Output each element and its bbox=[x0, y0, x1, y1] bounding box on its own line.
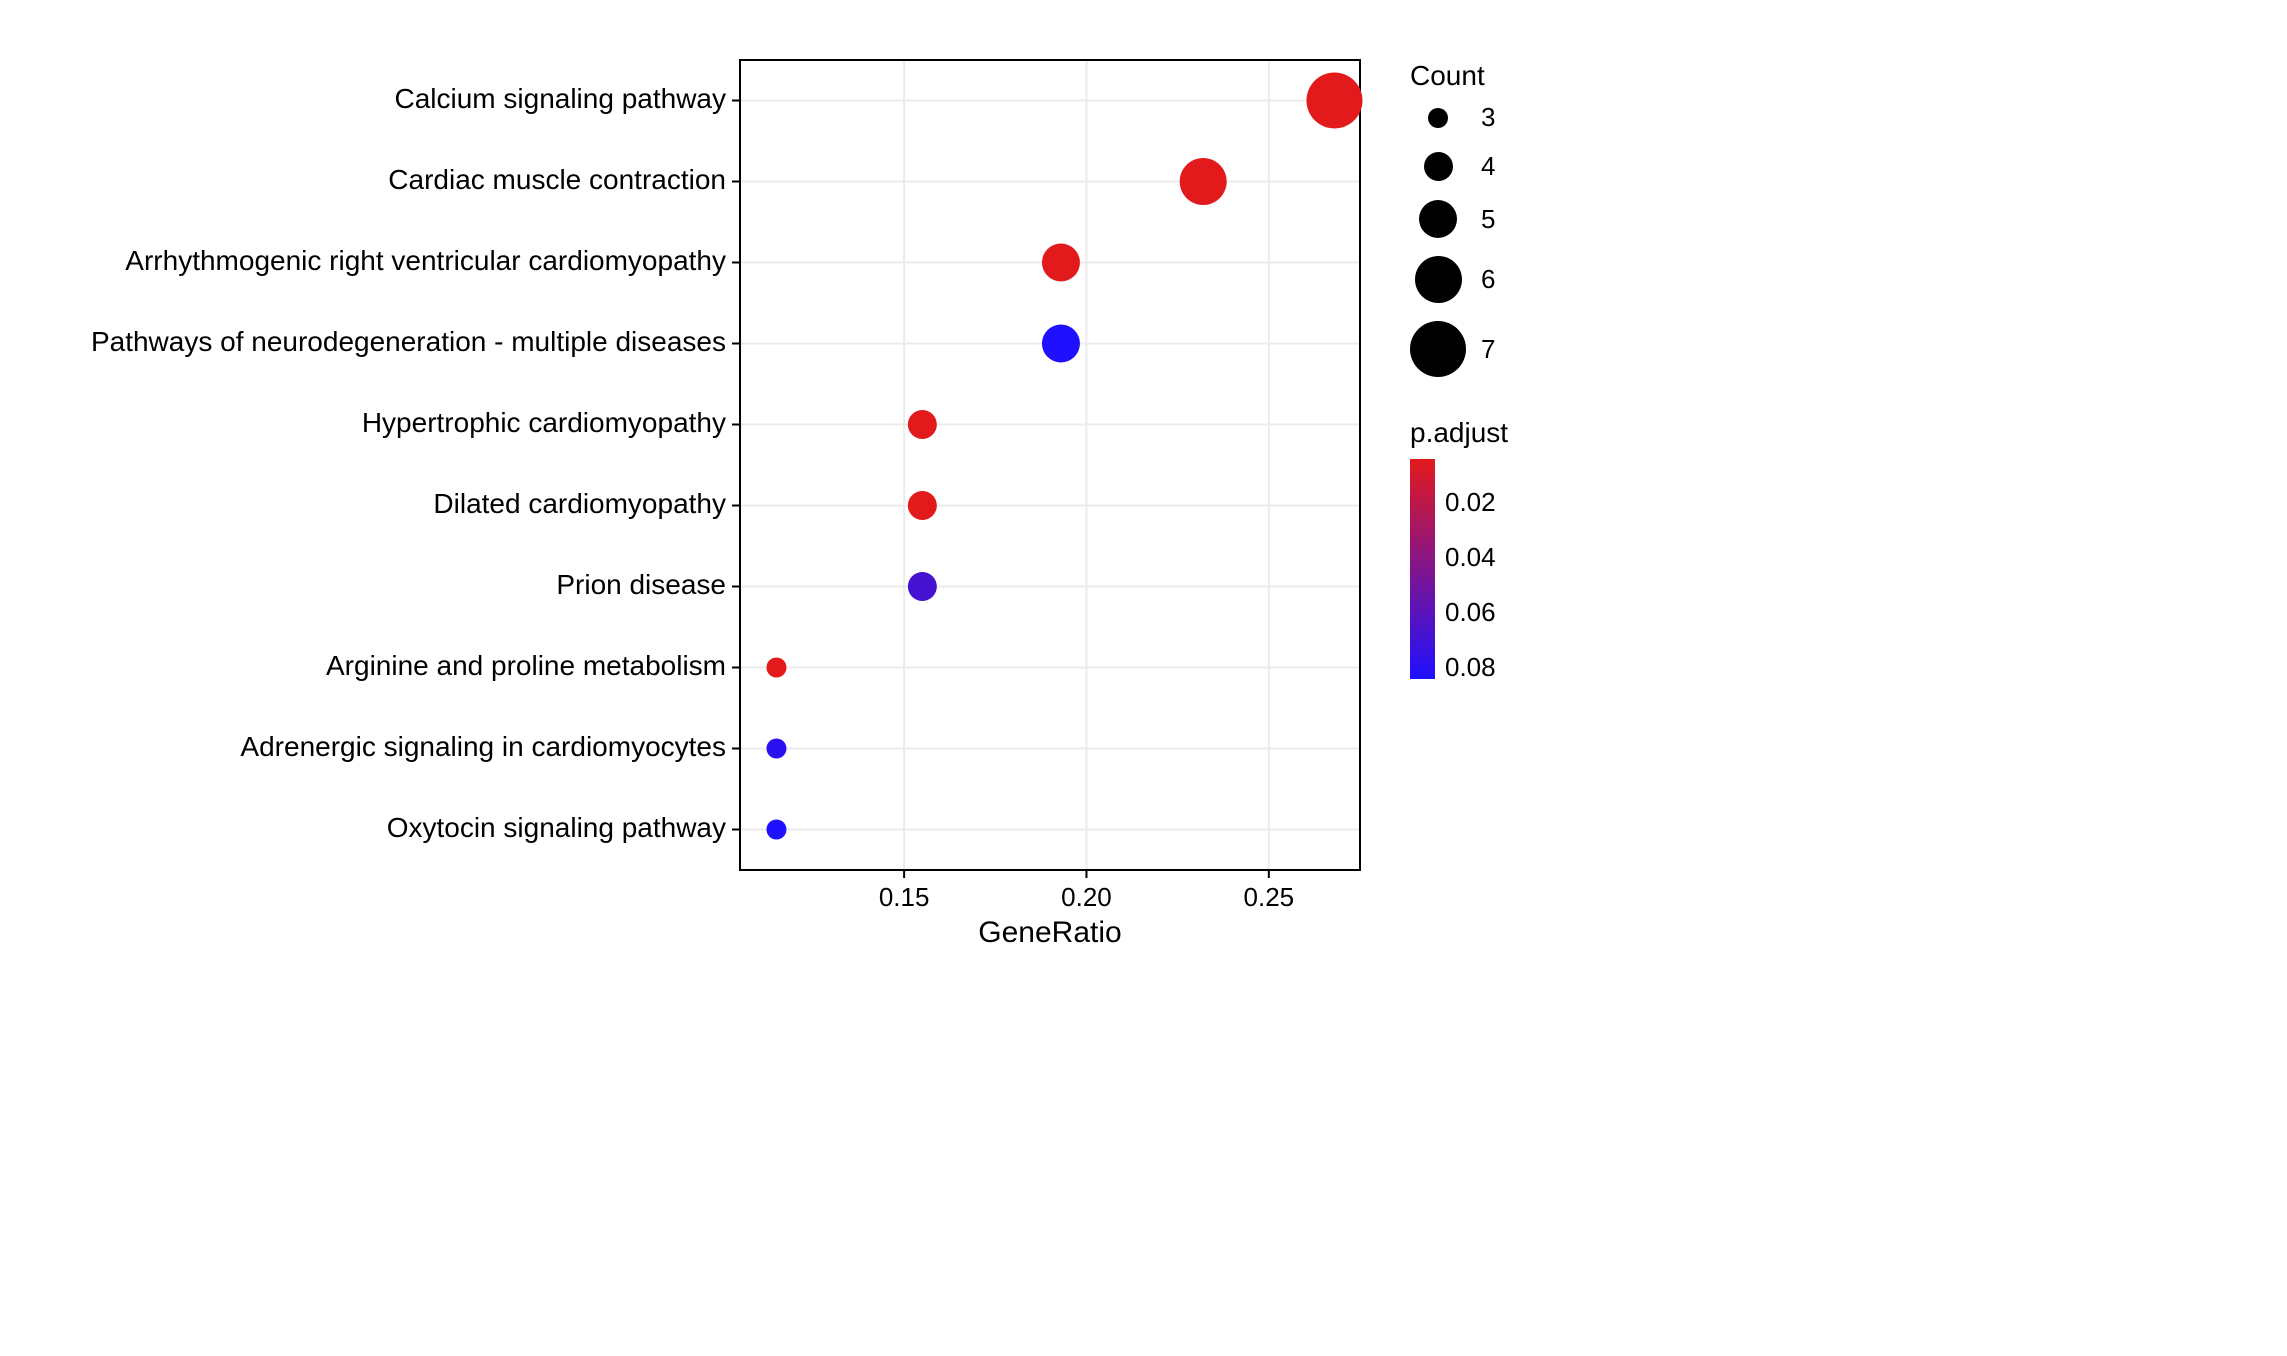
size-legend-item: 5 bbox=[1410, 200, 1508, 238]
y-axis-label: Adrenergic signaling in cardiomyocytes bbox=[240, 731, 726, 762]
size-legend-label: 5 bbox=[1481, 204, 1495, 235]
size-legend-item: 6 bbox=[1410, 256, 1508, 303]
data-point bbox=[766, 820, 786, 840]
data-point bbox=[766, 739, 786, 759]
color-legend-title: p.adjust bbox=[1410, 417, 1508, 449]
data-point bbox=[908, 410, 937, 439]
data-point bbox=[1306, 73, 1362, 129]
size-legend-item: 4 bbox=[1410, 151, 1508, 182]
size-legend-title: Count bbox=[1410, 60, 1508, 92]
size-legend-label: 6 bbox=[1481, 264, 1495, 295]
size-legend-circle bbox=[1415, 256, 1462, 303]
color-legend-tick: 0.04 bbox=[1445, 542, 1496, 573]
data-point bbox=[908, 572, 937, 601]
chart-svg: Calcium signaling pathway Cardiac muscle … bbox=[20, 20, 1380, 960]
data-point bbox=[1042, 244, 1080, 282]
x-axis-tick-label: 0.15 bbox=[879, 882, 930, 912]
y-axis-label: Dilated cardiomyopathy bbox=[433, 488, 726, 519]
color-legend-body: 0.020.040.060.08 bbox=[1410, 459, 1508, 679]
color-legend: p.adjust 0.020.040.060.08 bbox=[1410, 417, 1508, 679]
x-axis-label: GeneRatio bbox=[978, 916, 1121, 949]
y-axis-label: Prion disease bbox=[556, 569, 726, 600]
size-legend-circle bbox=[1410, 321, 1466, 377]
size-legend-item: 7 bbox=[1410, 321, 1508, 377]
data-point bbox=[1180, 158, 1227, 205]
size-legend-circle bbox=[1424, 152, 1453, 181]
size-legend-item: 3 bbox=[1410, 102, 1508, 133]
color-bar bbox=[1410, 459, 1435, 679]
color-legend-tick: 0.08 bbox=[1445, 652, 1496, 683]
size-legend-label: 7 bbox=[1481, 334, 1495, 365]
size-legend-circle bbox=[1419, 200, 1457, 238]
size-legend-label: 4 bbox=[1481, 151, 1495, 182]
y-axis-label: Oxytocin signaling pathway bbox=[387, 812, 726, 843]
legend-panel: Count 34567 p.adjust 0.020.040.060.08 bbox=[1410, 20, 1508, 679]
data-point bbox=[766, 658, 786, 678]
dotplot-chart: Calcium signaling pathway Cardiac muscle … bbox=[20, 20, 1380, 965]
y-axis-label: Hypertrophic cardiomyopathy bbox=[362, 407, 726, 438]
size-legend-items: 3 4 5 6 7 bbox=[1410, 102, 1508, 377]
y-axis-label: Cardiac muscle contraction bbox=[388, 164, 726, 195]
y-axis-label: Arrhythmogenic right ventricular cardiom… bbox=[125, 245, 726, 276]
color-legend-tick: 0.02 bbox=[1445, 487, 1496, 518]
chart-container: Calcium signaling pathway Cardiac muscle … bbox=[20, 20, 2267, 965]
size-legend-label: 3 bbox=[1481, 102, 1495, 133]
x-axis-tick-label: 0.20 bbox=[1061, 882, 1112, 912]
y-axis-label: Calcium signaling pathway bbox=[394, 83, 726, 114]
y-axis-label: Arginine and proline metabolism bbox=[326, 650, 726, 681]
size-legend: Count 3 4 5 6 7 bbox=[1410, 60, 1508, 377]
x-axis-tick-label: 0.25 bbox=[1244, 882, 1295, 912]
y-axis-label: Pathways of neurodegeneration - multiple… bbox=[91, 326, 726, 357]
data-point bbox=[908, 491, 937, 520]
color-legend-tick: 0.06 bbox=[1445, 597, 1496, 628]
data-point bbox=[1042, 325, 1080, 363]
size-legend-circle bbox=[1428, 108, 1448, 128]
